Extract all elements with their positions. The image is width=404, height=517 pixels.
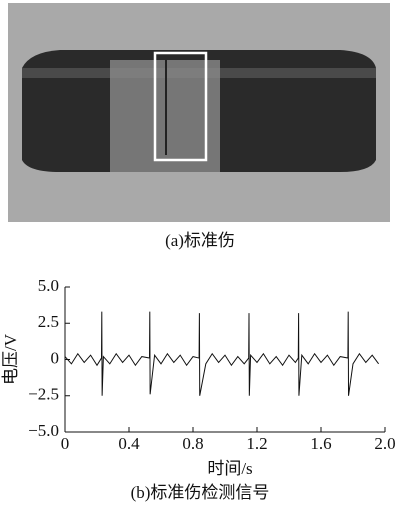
x-tick-label: 0 (61, 434, 70, 453)
photo (8, 3, 390, 222)
signal-line (64, 311, 380, 396)
caption: (b)标准伤检测信号 (131, 483, 270, 502)
y-tick-label: −2.5 (28, 385, 59, 404)
x-tick-label: 1.6 (310, 434, 331, 453)
x-tick-label: 1.2 (246, 434, 267, 453)
x-tick-label: 0.4 (118, 434, 140, 453)
x-tick-label: 0.8 (182, 434, 203, 453)
chart: 5.02.50−2.5−5.00 0.4 0.8 1.2 1.6 2.0时间/s电压/V(… (1, 276, 396, 502)
caption: (a)标准伤 (165, 231, 235, 250)
y-tick-label: 5.0 (38, 276, 59, 295)
y-axis-label: 电压/V (1, 333, 20, 385)
y-tick-label: −5.0 (28, 421, 59, 440)
y-tick-label: 0 (51, 348, 60, 367)
x-tick-label: 2.0 (374, 434, 395, 453)
x-axis-label: 时间/s (207, 459, 252, 478)
y-tick-label: 2.5 (38, 312, 59, 331)
